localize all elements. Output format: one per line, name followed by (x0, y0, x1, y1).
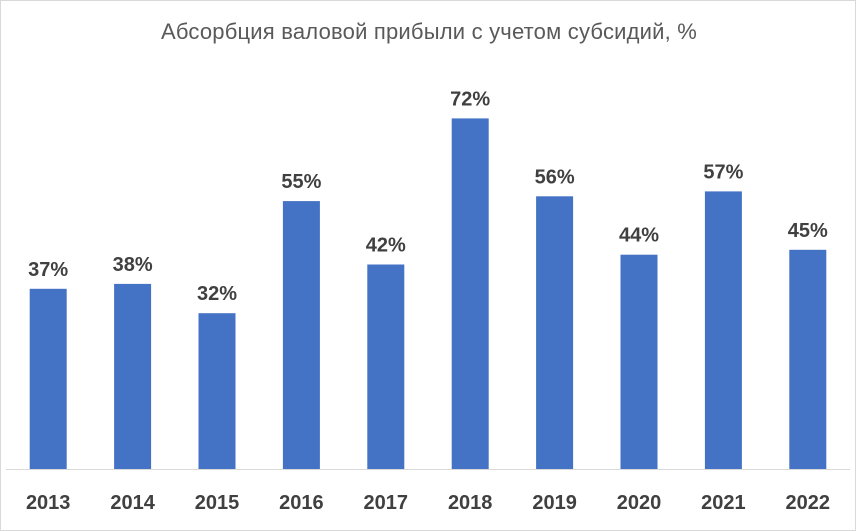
data-label-2022: 45% (788, 220, 828, 242)
x-tick-label-2013: 2013 (26, 492, 71, 514)
bar-2016 (282, 201, 320, 469)
bar-2021 (704, 191, 742, 469)
data-label-2015: 32% (197, 283, 237, 305)
data-label-2021: 57% (703, 161, 743, 183)
bar-2015 (198, 313, 236, 469)
data-label-2013: 37% (28, 259, 68, 281)
x-tick-label-2015: 2015 (195, 492, 240, 514)
bar-2020 (620, 254, 658, 469)
x-tick-label-2019: 2019 (532, 492, 577, 514)
data-label-2017: 42% (366, 235, 406, 257)
x-tick-label-2021: 2021 (701, 492, 746, 514)
data-label-2018: 72% (450, 88, 490, 110)
bar-2022 (789, 249, 827, 469)
x-tick-label-2022: 2022 (786, 492, 831, 514)
chart-title: Абсорбция валовой прибыли с учетом субси… (160, 19, 698, 44)
bar-2018 (451, 118, 489, 470)
bar-2014 (114, 283, 152, 469)
x-tick-label-2017: 2017 (364, 492, 409, 514)
bar-2019 (536, 196, 574, 470)
data-label-2019: 56% (535, 166, 575, 188)
data-label-2014: 38% (113, 254, 153, 276)
x-tick-label-2018: 2018 (448, 492, 493, 514)
x-tick-label-2020: 2020 (617, 492, 662, 514)
data-label-2020: 44% (619, 225, 659, 247)
bar-2017 (367, 264, 405, 469)
x-tick-label-2014: 2014 (110, 492, 155, 514)
data-label-2016: 55% (281, 171, 321, 193)
x-tick-label-2016: 2016 (279, 492, 324, 514)
bar-2013 (29, 288, 67, 469)
